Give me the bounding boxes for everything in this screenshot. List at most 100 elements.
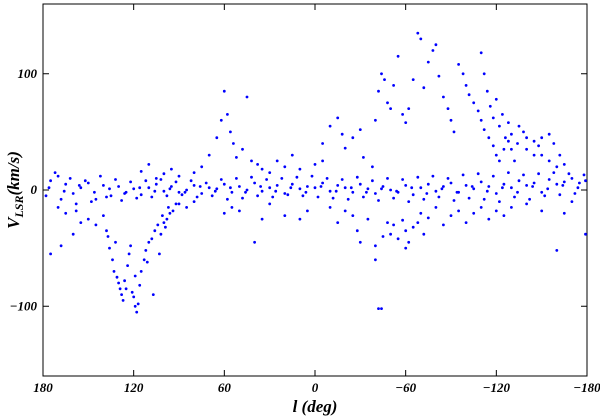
- x-axis-label: l (deg): [293, 397, 338, 416]
- data-point: [487, 217, 491, 221]
- data-point: [177, 202, 181, 206]
- data-point: [411, 193, 415, 197]
- data-point: [410, 186, 414, 190]
- data-point: [219, 118, 223, 122]
- data-point: [106, 235, 110, 238]
- data-point: [442, 95, 445, 99]
- data-point: [507, 121, 510, 124]
- data-point: [94, 197, 98, 201]
- data-point: [168, 187, 172, 191]
- data-point: [498, 159, 501, 163]
- data-point: [449, 181, 453, 185]
- data-point: [86, 217, 90, 221]
- data-point: [265, 178, 268, 181]
- data-point: [507, 171, 510, 175]
- data-point: [114, 240, 117, 244]
- data-point: [573, 192, 577, 195]
- data-point: [340, 178, 344, 181]
- data-point: [86, 181, 90, 185]
- data-point: [253, 240, 256, 244]
- data-point: [71, 232, 75, 236]
- data-point: [380, 72, 383, 76]
- data-point: [476, 109, 480, 113]
- data-point: [498, 200, 501, 204]
- data-point: [230, 206, 234, 209]
- data-point: [328, 124, 332, 128]
- data-point: [381, 185, 385, 188]
- data-point: [170, 185, 173, 188]
- data-point: [161, 214, 164, 218]
- data-point: [114, 178, 117, 181]
- data-point: [83, 179, 87, 183]
- data-point: [525, 184, 528, 187]
- data-point: [531, 185, 534, 188]
- data-point: [189, 179, 193, 183]
- data-point: [102, 184, 105, 187]
- data-point: [507, 139, 510, 143]
- data-point: [362, 195, 365, 199]
- data-point: [154, 182, 158, 186]
- data-point: [167, 206, 170, 209]
- data-point: [250, 175, 253, 179]
- data-point: [154, 177, 158, 180]
- data-point: [502, 147, 506, 151]
- data-point: [501, 186, 504, 190]
- data-point: [328, 206, 332, 209]
- y-tick-label: −100: [10, 298, 38, 313]
- data-point: [346, 197, 350, 201]
- data-point: [136, 302, 140, 306]
- data-point: [74, 202, 78, 206]
- data-point: [198, 185, 202, 188]
- data-point: [165, 194, 169, 198]
- data-point: [230, 190, 234, 194]
- data-point: [298, 217, 302, 221]
- data-point: [383, 78, 386, 81]
- data-point: [426, 182, 430, 186]
- data-point: [472, 211, 476, 215]
- data-point: [115, 275, 119, 279]
- data-point: [570, 177, 574, 180]
- data-point: [547, 178, 551, 181]
- data-point: [452, 199, 456, 202]
- x-tick-label: 180: [33, 380, 53, 395]
- data-point: [328, 189, 332, 193]
- data-point: [479, 180, 483, 184]
- data-point: [331, 196, 335, 200]
- data-point: [238, 185, 241, 188]
- data-point: [135, 196, 139, 200]
- data-point: [540, 136, 544, 140]
- data-point: [570, 200, 574, 204]
- data-point: [562, 180, 566, 184]
- data-point: [118, 287, 122, 291]
- data-point: [340, 132, 344, 136]
- data-point: [389, 188, 392, 192]
- data-point: [53, 171, 57, 175]
- data-point: [112, 270, 116, 273]
- data-point: [358, 128, 362, 132]
- y-tick-label: 100: [18, 66, 38, 81]
- data-point: [351, 190, 355, 194]
- data-point: [555, 249, 559, 252]
- x-tick-label: −60: [395, 380, 416, 395]
- data-point: [449, 214, 453, 218]
- data-point: [132, 295, 136, 299]
- data-point: [510, 206, 513, 209]
- data-point: [494, 97, 498, 101]
- data-point: [215, 136, 219, 140]
- data-point: [540, 153, 544, 157]
- data-point: [174, 202, 178, 206]
- data-point: [455, 190, 459, 194]
- data-point: [404, 246, 408, 250]
- data-point: [325, 177, 329, 180]
- data-point: [271, 195, 275, 199]
- data-point: [584, 179, 587, 183]
- data-point: [389, 107, 392, 110]
- data-point: [442, 223, 445, 227]
- data-point: [138, 186, 142, 190]
- data-point: [170, 167, 173, 171]
- data-point: [434, 189, 438, 193]
- data-point: [501, 113, 504, 116]
- y-axis-label-subscript: LSR: [12, 196, 26, 219]
- data-point: [124, 287, 128, 291]
- data-point: [485, 189, 489, 193]
